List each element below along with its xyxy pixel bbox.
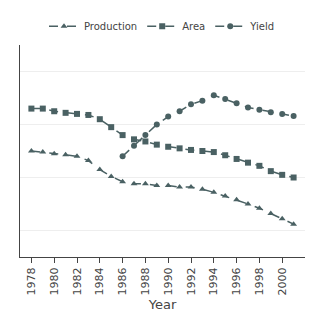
svg-text:1990: 1990 <box>162 267 175 295</box>
svg-text:2000: 2000 <box>276 267 289 295</box>
svg-text:1994: 1994 <box>207 267 220 295</box>
svg-text:1984: 1984 <box>93 267 106 295</box>
svg-text:1978: 1978 <box>25 267 38 295</box>
svg-text:1988: 1988 <box>139 267 152 295</box>
svg-text:Yield: Yield <box>249 21 274 32</box>
svg-text:1986: 1986 <box>116 267 129 295</box>
svg-text:1992: 1992 <box>185 267 198 295</box>
svg-text:1998: 1998 <box>253 267 266 295</box>
svg-text:1980: 1980 <box>48 267 61 295</box>
svg-text:Production: Production <box>84 21 137 32</box>
svg-text:1982: 1982 <box>71 267 84 295</box>
svg-text:Area: Area <box>182 21 205 32</box>
svg-text:Year: Year <box>148 297 177 312</box>
svg-text:1996: 1996 <box>230 267 243 295</box>
